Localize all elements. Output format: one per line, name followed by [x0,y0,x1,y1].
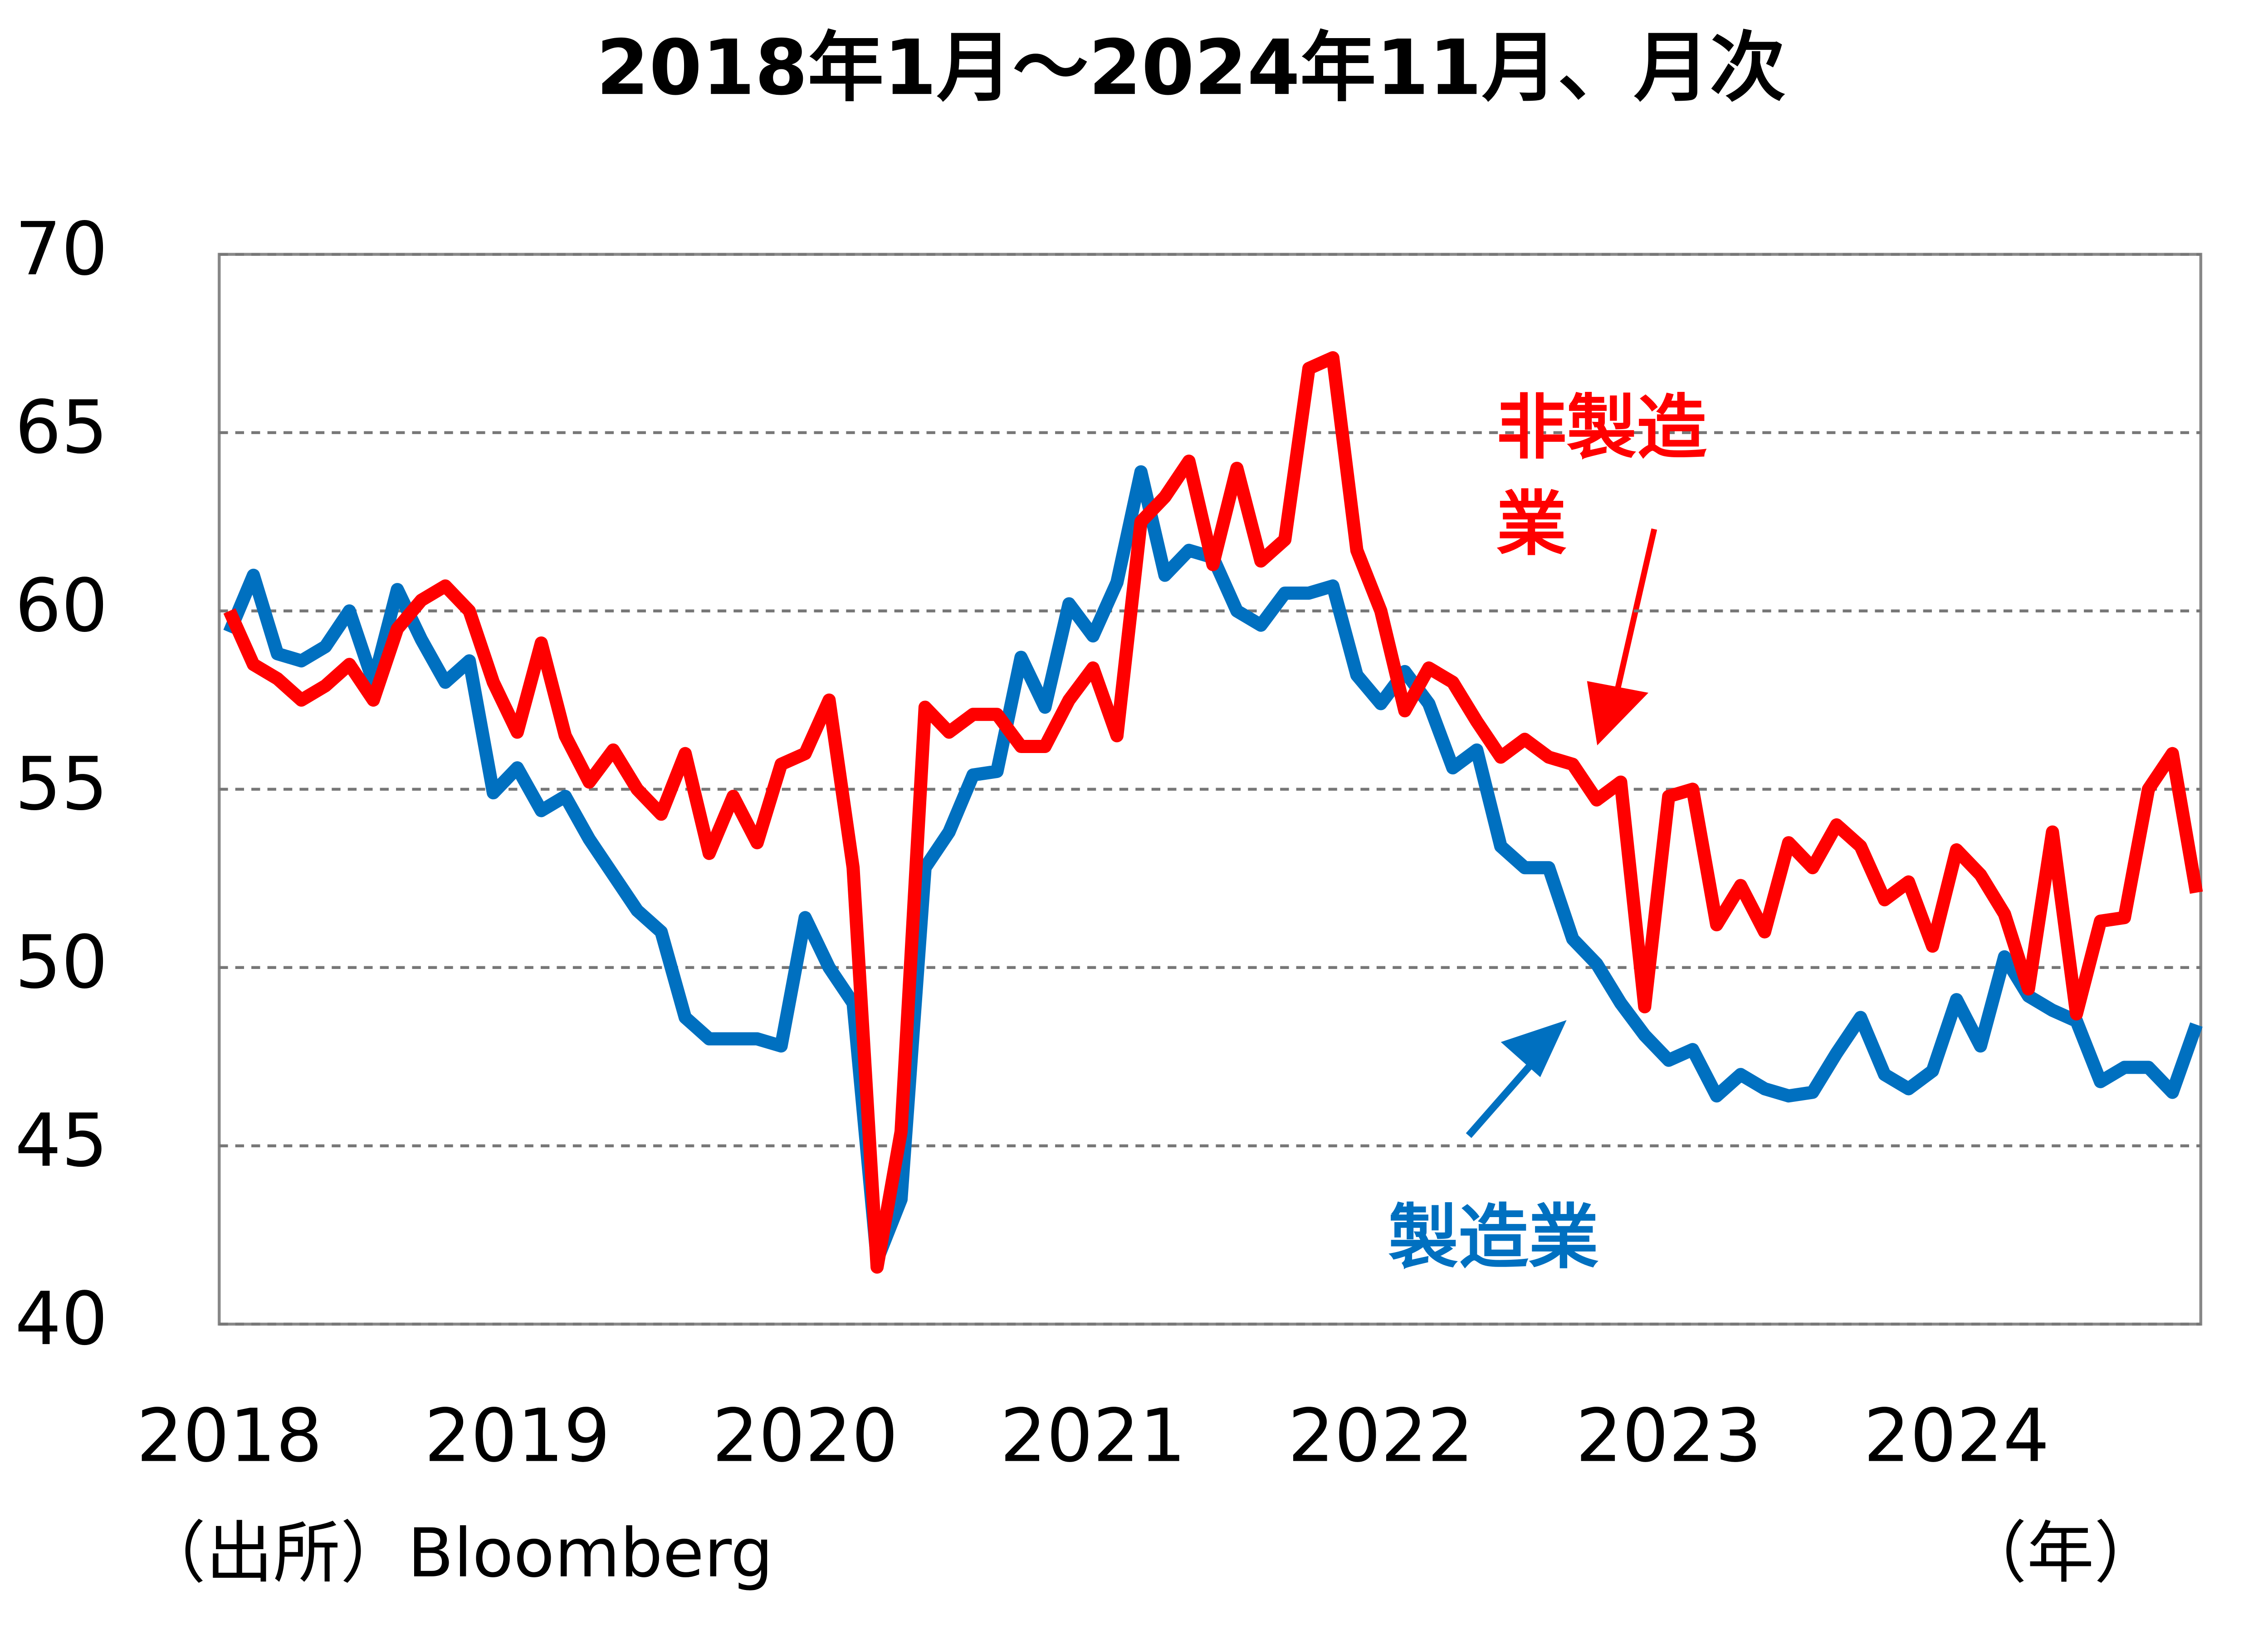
y-tick-label: 55 [15,741,108,827]
annotation: 製造業 [1388,1197,1599,1278]
arrow-manufacturing [1466,1020,1567,1138]
series-line [223,465,2203,1267]
x-tick-label: 2018 [137,1393,323,1478]
annotation: 非製造 [1496,387,1707,469]
y-tick-label: 50 [15,920,108,1005]
x-tick-label: 2023 [1576,1393,1762,1478]
x-tick-label: 2019 [424,1393,610,1478]
y-tick-label: 40 [15,1276,108,1361]
x-tick-label: 2022 [1288,1393,1474,1478]
x-unit: （年） [1960,1514,2161,1592]
y-tick-label: 65 [15,385,108,470]
series-line [223,351,2203,1274]
source: （出所）Bloomberg [139,1514,773,1592]
arrow-non-manufacturing [1587,528,1657,746]
y-tick-label: 60 [15,563,108,648]
x-tick-label: 2020 [712,1393,898,1478]
x-tick-label: 2021 [1000,1393,1186,1478]
x-tick-label: 2024 [1863,1393,2049,1478]
chart-title: 2018年1月～2024年11月、月次 [596,24,1786,112]
y-tick-label: 70 [15,206,108,292]
annotation: 業 [1496,484,1567,565]
y-tick-label: 45 [15,1098,108,1183]
